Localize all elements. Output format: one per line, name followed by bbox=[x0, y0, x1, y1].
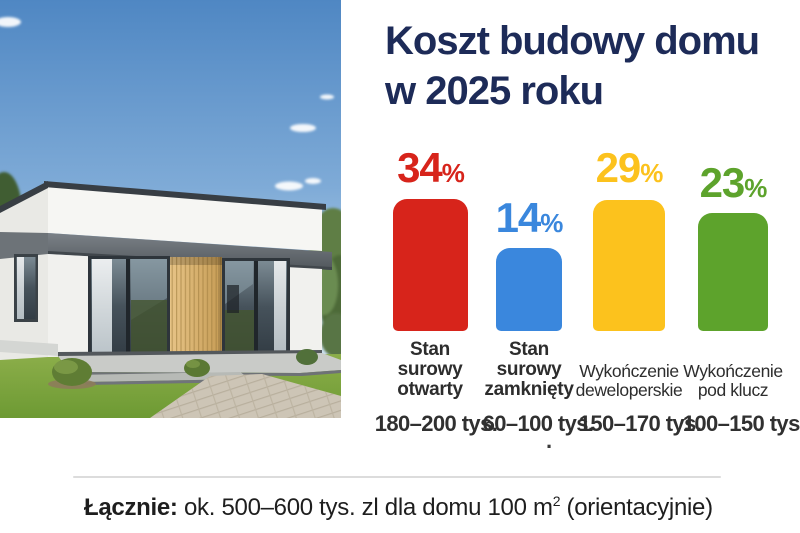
percent-sign: % bbox=[441, 158, 465, 188]
percent-sign: % bbox=[540, 208, 563, 238]
bushes bbox=[48, 349, 318, 389]
house bbox=[0, 181, 332, 362]
page-title-line1: Koszt budowy domu bbox=[385, 19, 760, 63]
cost-range-wykonczenie-deweloperskie: 150–170 tys. bbox=[578, 411, 702, 436]
stray-dot: . bbox=[546, 428, 553, 453]
bar-wykonczenie-deweloperskie bbox=[593, 200, 665, 331]
bar-wykonczenie-pod-klucz bbox=[698, 213, 768, 331]
bar-label-stan-surowy-zamkniety: Stan surowy zamknięty bbox=[484, 339, 574, 400]
divider-line bbox=[73, 476, 721, 478]
footer-tail: (orientacyjnie) bbox=[560, 494, 714, 521]
bar-value-stan-surowy-otwarty: 34% bbox=[397, 144, 465, 191]
percent-sign: % bbox=[640, 158, 663, 188]
percent-sign: % bbox=[744, 173, 767, 203]
bar-value-wykonczenie-pod-klucz: 23% bbox=[699, 159, 768, 206]
bar-label-wykonczenie-deweloperskie: Wykończenie deweloperskie bbox=[575, 361, 683, 400]
bar-value-stan-surowy-zamkniety: 14% bbox=[495, 194, 564, 241]
bar-label-wykonczenie-pod-klucz: Wykończenie pod klucz bbox=[683, 361, 783, 400]
bar-value-wykonczenie-deweloperskie: 29% bbox=[595, 144, 664, 191]
page-title-line2: w 2025 roku bbox=[385, 69, 604, 113]
house-photo bbox=[0, 0, 360, 418]
bar-label-stan-surowy-otwarty: Stan surowy otwarty bbox=[397, 339, 463, 400]
clouds bbox=[0, 17, 334, 191]
footer-lead: Łącznie: bbox=[84, 494, 178, 521]
bar-stan-surowy-otwarty bbox=[393, 199, 468, 331]
footer-body: ok. 500–600 tys. zl dla domu 100 m bbox=[177, 494, 553, 521]
footer-note: Łącznie: ok. 500–600 tys. zl dla domu 10… bbox=[84, 488, 713, 521]
bar-stan-surowy-zamkniety bbox=[496, 248, 562, 331]
house-photo-svg bbox=[0, 0, 360, 418]
footer-superscript: 2 bbox=[552, 493, 561, 509]
cost-range-wykonczenie-pod-klucz: 100–150 tys. bbox=[682, 411, 800, 436]
page-title: Koszt budowy domu w 2025 roku bbox=[385, 16, 785, 116]
cost-range-stan-surowy-otwarty: 180–200 tys. bbox=[374, 411, 498, 436]
walkway bbox=[150, 374, 341, 418]
cost-range-stan-surowy-zamkniety: 60–100 tys. bbox=[482, 411, 594, 436]
